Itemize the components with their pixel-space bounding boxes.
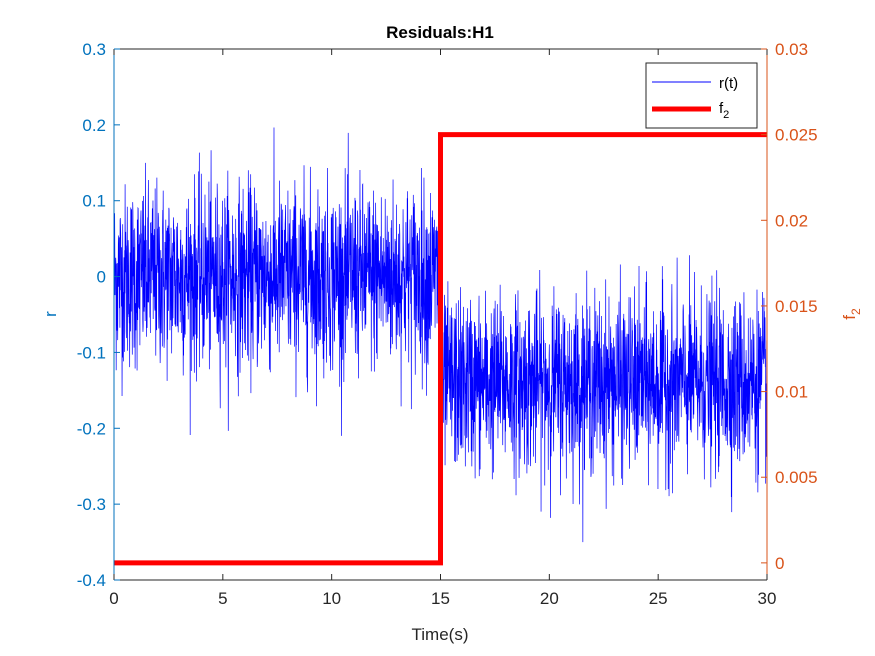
x-tick-label: 20 [540, 589, 559, 608]
x-tick-label: 10 [322, 589, 341, 608]
y-right-tick-label: 0.005 [775, 468, 818, 487]
svg-text:f2: f2 [840, 308, 863, 320]
legend-label-f2-sub: 2 [723, 109, 729, 121]
legend-box [645, 62, 758, 129]
y-right-tick-label: 0.02 [775, 211, 808, 230]
y-left-tick-label: 0.2 [82, 116, 106, 135]
legend-label-r: r(t) [719, 75, 738, 92]
y-left-tick-label: -0.4 [77, 571, 106, 590]
x-tick-label: 5 [218, 589, 227, 608]
x-tick-label: 15 [431, 589, 450, 608]
y-left-tick-label: 0.3 [82, 40, 106, 59]
legend-label-f2: f2 [719, 100, 729, 121]
y-left-tick-label: -0.2 [77, 419, 106, 438]
y-right-tick-label: 0.03 [775, 40, 808, 59]
y-right-tick-label: 0.025 [775, 126, 818, 145]
y-left-tick-label: 0 [97, 268, 106, 287]
data-layer [114, 127, 767, 566]
y-right-axis-label-sub: 2 [849, 308, 863, 315]
y-right-tick-label: 0.01 [775, 383, 808, 402]
x-tick-label: 25 [649, 589, 668, 608]
y-left-tick-label: -0.1 [77, 343, 106, 362]
legend: r(t) f2 [645, 62, 758, 129]
chart-title: Residuals:H1 [386, 23, 494, 42]
x-tick-label: 0 [109, 589, 118, 608]
series-f2-line [114, 132, 767, 566]
x-axis-label: Time(s) [412, 625, 469, 644]
y-right-tick-label: 0.015 [775, 297, 818, 316]
x-tick-label: 30 [758, 589, 777, 608]
legend-label-f2-base: f [719, 100, 724, 117]
y-right-tick-label: 0 [775, 554, 784, 573]
y-right-axis-label: f2 [840, 308, 863, 320]
y-right-axis-label-base: f [840, 315, 859, 320]
y-left-axis-label: r [41, 311, 60, 317]
y-left-tick-label: 0.1 [82, 192, 106, 211]
axes-layer: 0 5 10 15 20 25 300.30.20.10-0.1-0.2-0.3-0.40.… [77, 40, 818, 608]
y-left-tick-label: -0.3 [77, 495, 106, 514]
